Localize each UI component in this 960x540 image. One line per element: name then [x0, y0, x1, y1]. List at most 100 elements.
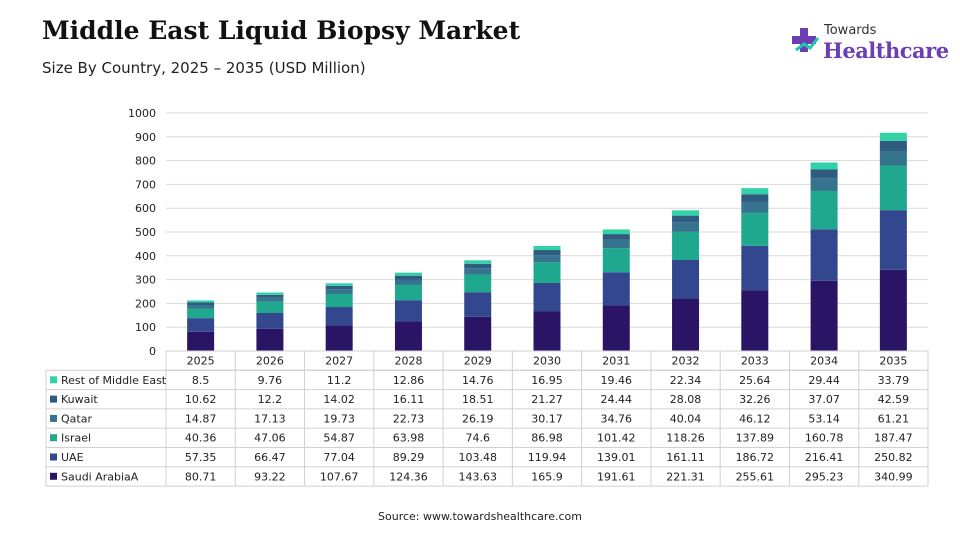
table-cell-value: 46.12 [739, 412, 771, 425]
table-cell-value: 37.07 [808, 393, 840, 406]
bar-segment [325, 285, 353, 290]
table-cell-value: 42.59 [878, 393, 910, 406]
table-cell-value: 119.94 [528, 451, 567, 464]
table-cell-value: 216.41 [805, 451, 844, 464]
table-cell-value: 255.61 [736, 470, 775, 483]
bar-segment [256, 292, 284, 295]
bar-segment [256, 328, 284, 351]
bar-segment [187, 318, 215, 332]
table-cell-value: 118.26 [666, 432, 705, 445]
bar-segment [533, 255, 561, 263]
table-cell-value: 103.48 [458, 451, 497, 464]
table-cell-value: 18.51 [462, 393, 494, 406]
chart-subtitle: Size By Country, 2025 – 2035 (USD Millio… [42, 59, 366, 77]
table-cell-value: 34.76 [601, 412, 633, 425]
cross-logo-icon [792, 28, 820, 52]
bar-segment [394, 321, 422, 351]
bar-segment [879, 210, 907, 270]
table-cell-value: 137.89 [736, 432, 775, 445]
bar-segment [602, 229, 630, 235]
bar-segment [464, 260, 492, 264]
bar-segment [187, 304, 215, 309]
bar-segment [602, 234, 630, 240]
y-tick-label: 500 [135, 226, 156, 239]
table-cell-value: 295.23 [805, 470, 844, 483]
table-cell-value: 340.99 [874, 470, 913, 483]
legend-entry: Saudi ArabiaA [61, 470, 139, 483]
x-tick-label: 2035 [879, 355, 907, 368]
bar-segment [533, 311, 561, 351]
bar-segment [672, 215, 700, 223]
table-cell-value: 54.87 [323, 432, 355, 445]
legend-swatch [50, 434, 57, 442]
bar-segment [741, 194, 769, 202]
table-cell-value: 24.44 [601, 393, 633, 406]
x-tick-label: 2033 [741, 355, 769, 368]
bar-segment [672, 298, 700, 351]
bar-segment [187, 331, 215, 351]
table-cell-value: 33.79 [878, 374, 910, 387]
table-cell-value: 14.02 [323, 393, 355, 406]
bar-segment [741, 245, 769, 291]
bar-segment [325, 283, 353, 286]
table-cell-value: 63.98 [393, 432, 425, 445]
legend-swatch [50, 414, 57, 422]
x-tick-label: 2027 [325, 355, 353, 368]
table-cell-value: 47.06 [254, 432, 286, 445]
bar-segment [810, 178, 838, 191]
table-cell-value: 186.72 [736, 451, 775, 464]
table-cell-value: 10.62 [185, 393, 217, 406]
y-tick-label: 300 [135, 274, 156, 287]
bar-segment [394, 279, 422, 285]
bar-segment [464, 274, 492, 293]
bar-segment [810, 162, 838, 170]
table-cell-value: 77.04 [323, 451, 355, 464]
bar-segment [533, 245, 561, 251]
bar-segment [741, 212, 769, 246]
bar-segment [879, 165, 907, 211]
bar-segment [256, 301, 284, 313]
table-cell-value: 57.35 [185, 451, 217, 464]
bar-segment [325, 325, 353, 351]
table-cell-value: 14.76 [462, 374, 494, 387]
bar-segment [464, 316, 492, 351]
table-cell-value: 22.34 [670, 374, 702, 387]
table-cell-value: 9.76 [258, 374, 283, 387]
table-cell-value: 40.04 [670, 412, 702, 425]
bar-segment [879, 132, 907, 141]
table-cell-value: 143.63 [458, 470, 497, 483]
table-cell-value: 165.9 [531, 470, 563, 483]
y-tick-label: 1000 [128, 107, 156, 120]
logo-main-text: Healthcare [823, 38, 949, 63]
table-cell-value: 16.11 [393, 393, 425, 406]
table-cell-value: 22.73 [393, 412, 425, 425]
table-cell-value: 74.6 [465, 432, 490, 445]
bar-segment [325, 307, 353, 326]
bar-segment [879, 140, 907, 151]
table-cell-value: 66.47 [254, 451, 286, 464]
bar-segment [810, 280, 838, 351]
table-cell-value: 93.22 [254, 470, 286, 483]
x-tick-label: 2028 [394, 355, 422, 368]
table-cell-value: 28.08 [670, 393, 702, 406]
bar-segment [672, 259, 700, 299]
legend-entry: Kuwait [61, 393, 98, 406]
bar-segment [879, 150, 907, 166]
table-cell-value: 53.14 [808, 412, 840, 425]
bar-segment [810, 169, 838, 179]
bar-segment [464, 263, 492, 269]
table-cell-value: 29.44 [808, 374, 840, 387]
y-tick-label: 200 [135, 297, 156, 310]
legend-swatch [50, 395, 57, 403]
y-tick-label: 700 [135, 178, 156, 191]
x-tick-label: 2030 [533, 355, 561, 368]
table-cell-value: 19.46 [601, 374, 633, 387]
bar-segment [187, 302, 215, 305]
bar-segment [741, 201, 769, 213]
bar-segment [256, 294, 284, 298]
bar-segment [672, 222, 700, 232]
table-cell-value: 12.86 [393, 374, 425, 387]
y-tick-label: 800 [135, 155, 156, 168]
table-cell-value: 16.95 [531, 374, 563, 387]
bar-segment [533, 282, 561, 312]
